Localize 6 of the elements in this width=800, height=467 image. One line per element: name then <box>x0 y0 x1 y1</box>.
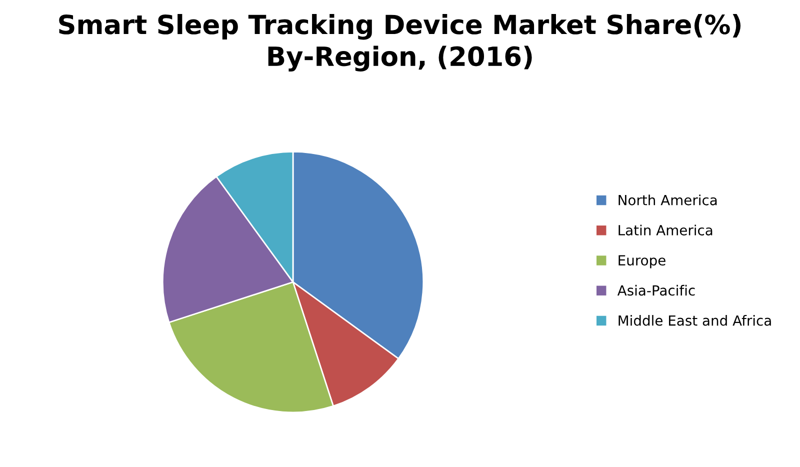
legend-label: Asia-Pacific <box>617 284 695 296</box>
legend-label: Europe <box>618 255 666 268</box>
legend-label: Middle East and Africa <box>618 315 771 326</box>
chart-title: Smart Sleep Tracking Device Market Share(%) By-Region, (2016) <box>59 14 741 72</box>
legend-label: Latin America <box>618 224 712 236</box>
legend-label: North America <box>618 194 717 206</box>
